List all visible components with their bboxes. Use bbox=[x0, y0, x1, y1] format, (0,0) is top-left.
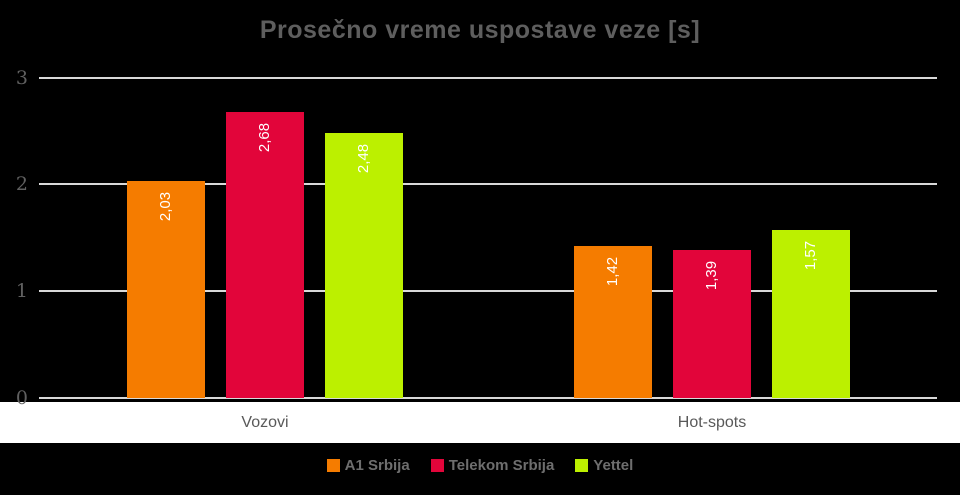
bar-value-label: 2,68 bbox=[226, 115, 304, 159]
y-axis-tick-label: 3 bbox=[15, 66, 28, 89]
legend-item: A1 Srbija bbox=[326, 456, 410, 474]
bar-value-label-text: 1,39 bbox=[703, 260, 721, 290]
bar: 2,03 bbox=[127, 181, 205, 398]
y-axis-tick-label: 0 bbox=[15, 387, 28, 409]
legend-label: A1 Srbija bbox=[344, 456, 410, 474]
legend-swatch bbox=[430, 458, 444, 472]
chart-title: Prosečno vreme uspostave veze [s] bbox=[259, 16, 701, 44]
y-axis-tick-label: 1 bbox=[15, 280, 28, 303]
legend-label: Yettel bbox=[593, 456, 634, 474]
legend-item: Yettel bbox=[575, 457, 633, 474]
bar-value-label: 2,03 bbox=[127, 184, 205, 228]
category-label: Vozovi bbox=[241, 414, 289, 431]
bar-value-label-text: 2,48 bbox=[355, 143, 373, 173]
bar: 1,42 bbox=[574, 246, 652, 398]
bar: 1,57 bbox=[772, 230, 850, 398]
bar: 1,39 bbox=[673, 250, 751, 398]
bar-value-label: 2,48 bbox=[325, 136, 403, 180]
category-label: Hot-spots bbox=[677, 414, 747, 431]
bar: 2,68 bbox=[226, 112, 304, 398]
gridline bbox=[39, 290, 937, 293]
bar-value-label: 1,42 bbox=[574, 249, 652, 293]
category-axis: Vozovi Hot-spots bbox=[0, 402, 960, 443]
gridline bbox=[39, 183, 937, 186]
legend-label: Telekom Srbija bbox=[448, 456, 555, 474]
legend-swatch bbox=[326, 458, 340, 472]
legend: A1 Srbija Telekom Srbija Yettel bbox=[0, 452, 960, 478]
bar-value-label-text: 1,42 bbox=[604, 256, 622, 286]
bar-value-label-text: 2,68 bbox=[256, 122, 274, 152]
bar: 2,48 bbox=[325, 133, 403, 398]
y-axis-tick-label: 2 bbox=[15, 173, 28, 196]
legend-item: Telekom Srbija bbox=[430, 456, 555, 474]
bar-value-label: 1,57 bbox=[772, 233, 850, 277]
bar-value-label: 1,39 bbox=[673, 253, 751, 297]
bar-value-label-text: 1,57 bbox=[802, 240, 820, 270]
gridline bbox=[39, 397, 937, 399]
gridline bbox=[39, 76, 937, 79]
bar-value-label-text: 2,03 bbox=[157, 191, 175, 221]
legend-swatch bbox=[575, 458, 589, 472]
